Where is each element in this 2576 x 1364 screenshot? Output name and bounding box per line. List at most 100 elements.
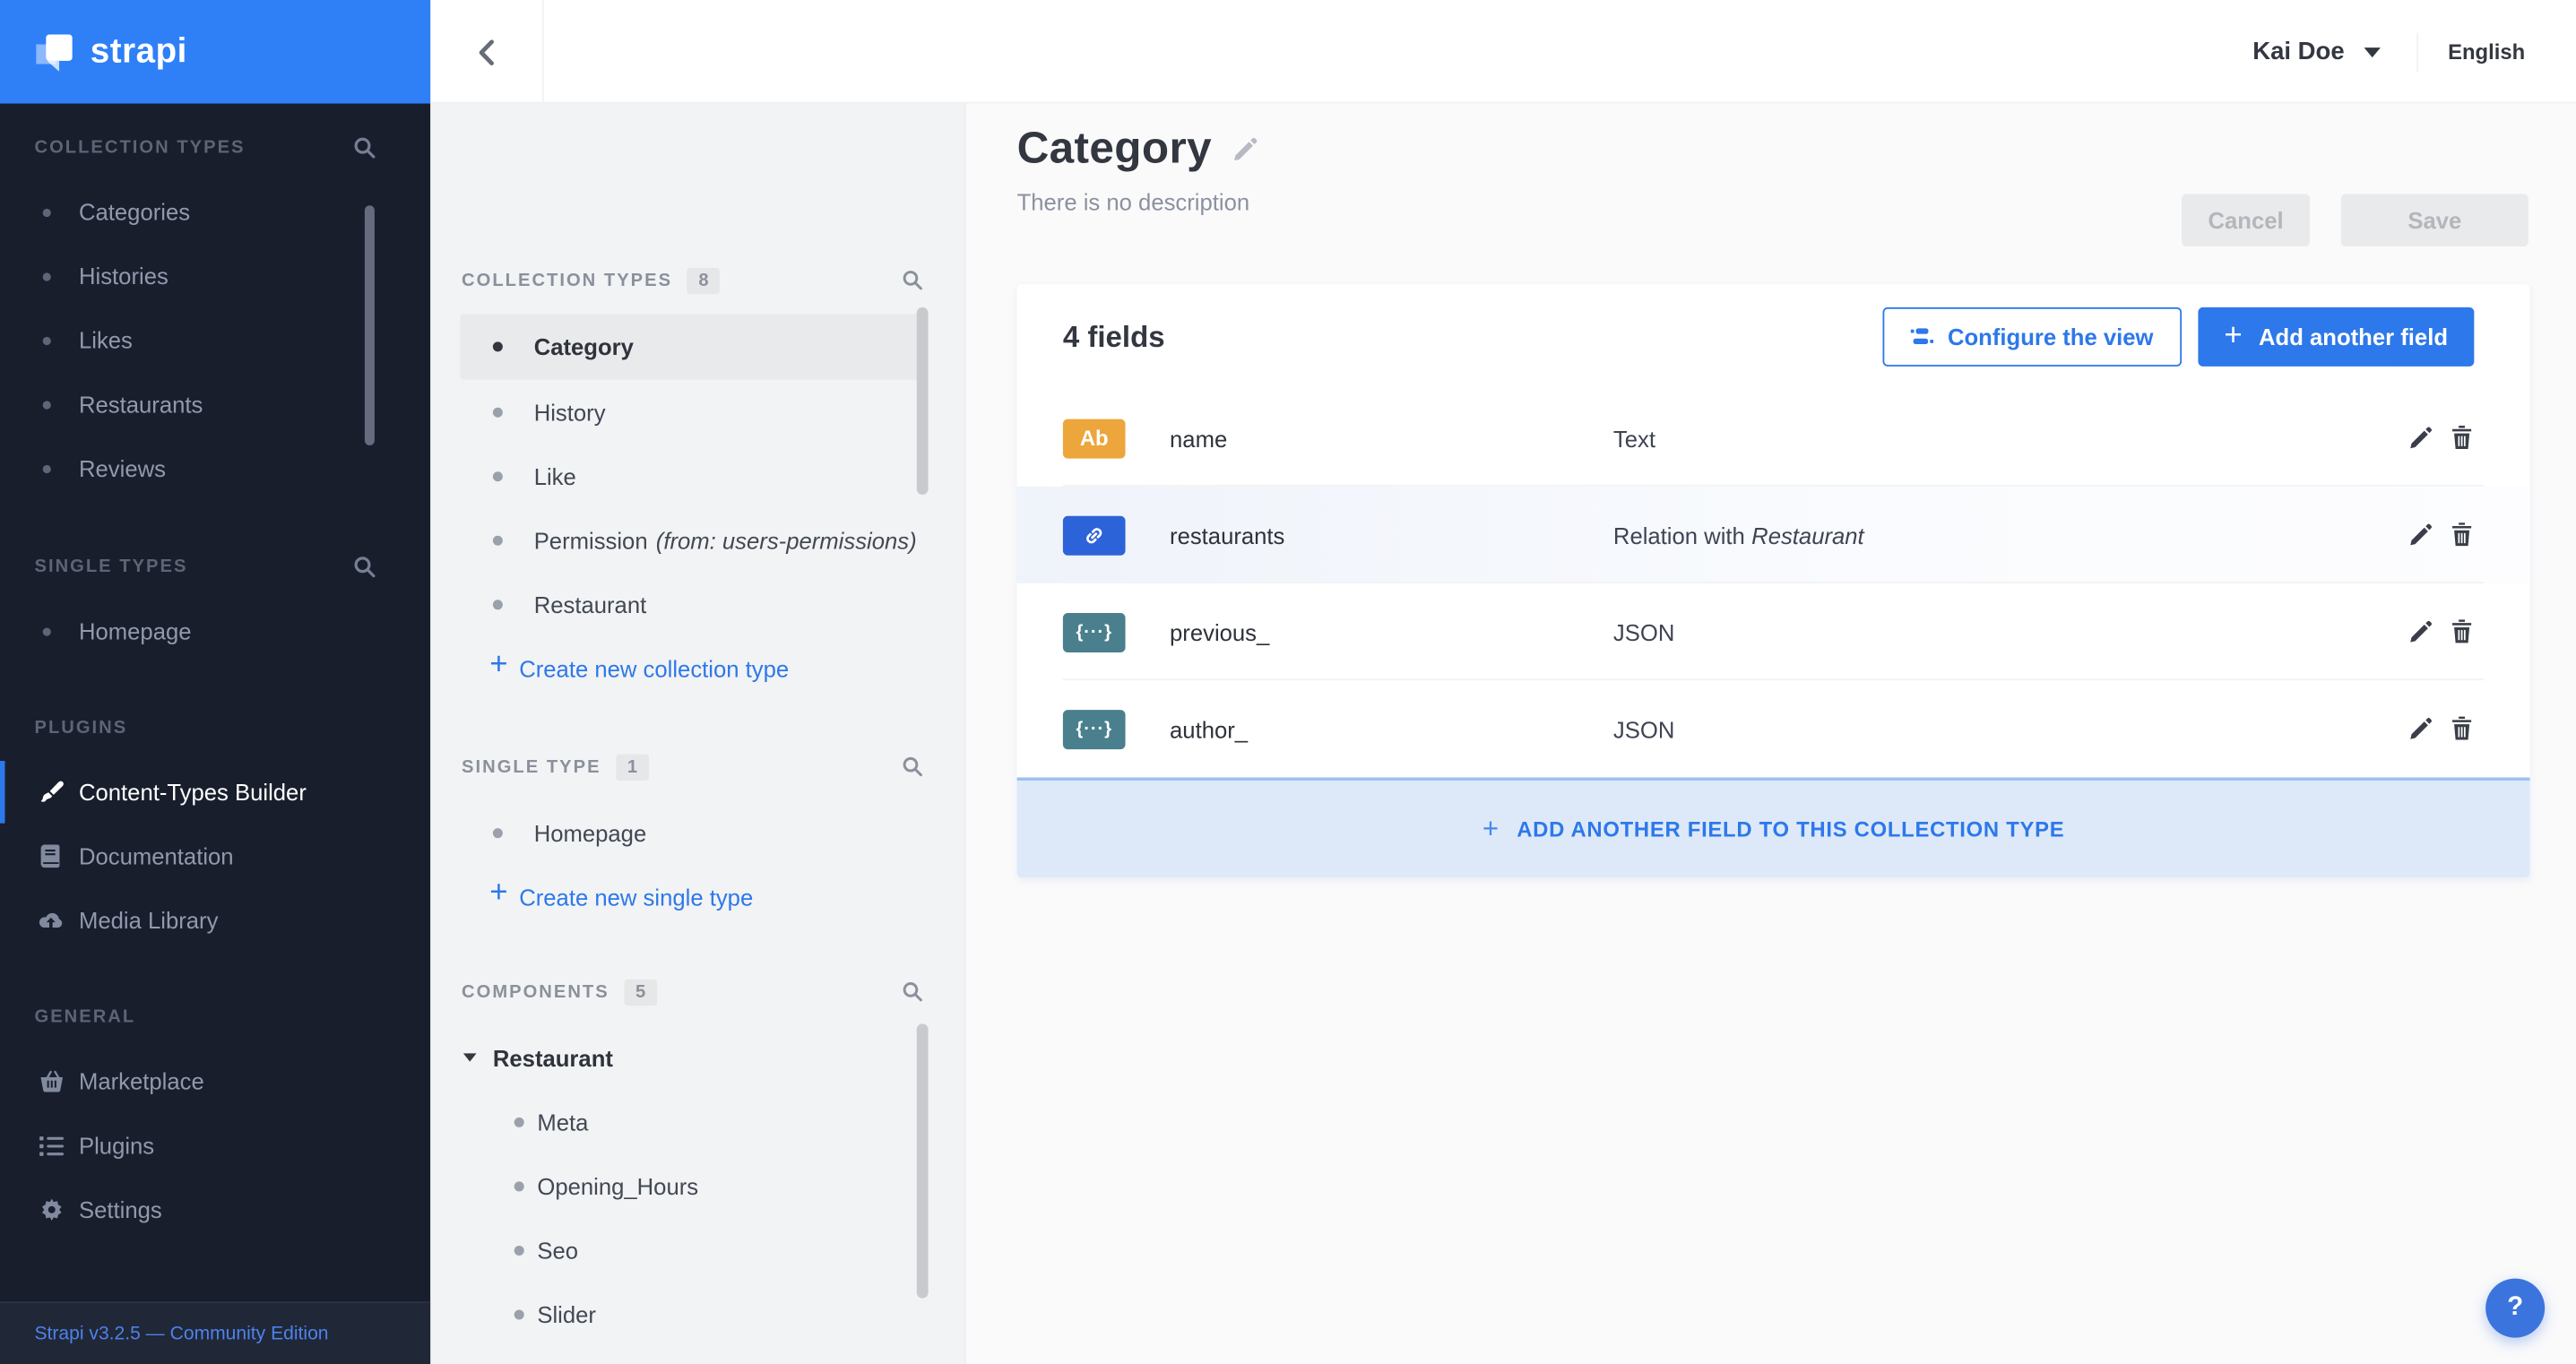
strapi-logo-word: strapi	[90, 31, 187, 70]
subnav-component-seo[interactable]: Seo	[430, 1218, 966, 1282]
edit-pencil-icon[interactable]	[2408, 619, 2433, 644]
create-single-type-link[interactable]: + Create new single type	[489, 876, 754, 911]
subnav-item-restaurant[interactable]: Restaurant	[430, 572, 966, 636]
sidebar-item-content-types-builder[interactable]: Content-Types Builder	[0, 761, 430, 824]
fields-table: Ab name Text restaurants Relation with Re…	[1016, 390, 2530, 778]
chevron-left-icon	[479, 39, 494, 65]
subnav-scrollbar[interactable]	[916, 1023, 929, 1299]
sidebar-scrollbar[interactable]	[364, 205, 375, 445]
subnav-component-meta[interactable]: Meta	[430, 1090, 966, 1154]
sidebar-item-restaurants[interactable]: Restaurants	[0, 373, 430, 436]
version-link[interactable]: Strapi v3.2.5 — Community Edition	[34, 1324, 329, 1344]
sidebar-item-histories[interactable]: Histories	[0, 245, 430, 307]
subnav-section-components: COMPONENTS 5	[430, 960, 966, 1024]
user-menu[interactable]: Kai Doe	[2252, 38, 2345, 66]
cancel-button[interactable]: Cancel	[2182, 194, 2311, 247]
sidebar-item-categories[interactable]: Categories	[0, 181, 430, 244]
sidebar-item-documentation[interactable]: Documentation	[0, 825, 430, 888]
subnav-component-restaurant[interactable]: Restaurant	[430, 1025, 966, 1090]
bullet-icon	[42, 335, 51, 345]
edit-pencil-icon[interactable]	[2408, 716, 2433, 741]
subnav-item-like[interactable]: Like	[430, 444, 966, 508]
bullet-icon	[514, 1245, 524, 1256]
strapi-logo[interactable]: strapi	[0, 0, 431, 104]
trash-icon[interactable]	[2450, 619, 2474, 644]
add-another-field-button[interactable]: + Add another field	[2197, 306, 2475, 367]
help-button[interactable]: ?	[2485, 1278, 2546, 1338]
section-plugins: PLUGINS	[34, 718, 128, 738]
configure-view-button[interactable]: Configure the view	[1881, 306, 2182, 367]
field-row-restaurants[interactable]: restaurants Relation with Restaurant	[1016, 486, 2530, 583]
subnav-scrollbar[interactable]	[916, 306, 929, 495]
question-mark-icon: ?	[2507, 1293, 2524, 1322]
paintbrush-icon	[38, 779, 64, 805]
bullet-icon	[42, 207, 51, 217]
subnav-section-single-type: SINGLE TYPE 1	[430, 735, 966, 799]
sidebar-item-marketplace[interactable]: Marketplace	[0, 1050, 430, 1113]
add-field-banner[interactable]: + ADD ANOTHER FIELD TO THIS COLLECTION T…	[1016, 777, 2530, 878]
header-actions: Cancel Save	[2182, 194, 2528, 247]
edit-title-pencil-icon[interactable]	[1232, 135, 1258, 161]
main-sidebar: strapi COLLECTION TYPES Categories Histo…	[0, 0, 431, 1364]
bullet-icon	[492, 341, 503, 352]
sidebar-item-plugins[interactable]: Plugins	[0, 1114, 430, 1177]
field-row-name[interactable]: Ab name Text	[1017, 390, 2530, 487]
bullet-icon	[42, 400, 51, 409]
sidebar-item-reviews[interactable]: Reviews	[0, 437, 430, 500]
section-single-types: SINGLE TYPES	[0, 536, 430, 599]
top-bar: Kai Doe English	[430, 0, 2576, 104]
fields-card: 4 fields Configure the view + Add anothe…	[1016, 284, 2530, 878]
subnav-item-category[interactable]: Category	[460, 314, 921, 380]
subnav-section-collection-types: COLLECTION TYPES 8	[430, 248, 966, 313]
cloud-upload-icon	[38, 907, 64, 933]
sidebar-item-likes[interactable]: Likes	[0, 309, 430, 372]
create-collection-type-link[interactable]: + Create new collection type	[489, 647, 790, 682]
create-component-link[interactable]: +Create new component	[430, 1346, 966, 1364]
json-field-icon: {···}	[1062, 612, 1126, 652]
subnav-item-homepage[interactable]: Homepage	[430, 800, 966, 865]
trash-icon[interactable]	[2450, 426, 2474, 451]
sidebar-item-homepage[interactable]: Homepage	[0, 600, 430, 662]
subnav-component-opening-hours[interactable]: Opening_Hours	[430, 1153, 966, 1218]
subnav-item-history[interactable]: History	[430, 380, 966, 445]
sidebar-item-settings[interactable]: Settings	[0, 1178, 430, 1241]
main-content: Category There is no description Cancel …	[965, 103, 2576, 1364]
trash-icon[interactable]	[2450, 522, 2474, 548]
bullet-icon	[514, 1308, 524, 1319]
back-button[interactable]	[430, 0, 544, 104]
search-icon[interactable]	[353, 136, 376, 160]
bullet-icon	[514, 1116, 524, 1127]
caret-down-icon[interactable]	[462, 1053, 477, 1062]
subnav-component-slider[interactable]: Slider	[430, 1282, 966, 1346]
trash-icon[interactable]	[2450, 716, 2474, 741]
count-badge: 8	[687, 266, 721, 294]
page-title: Category	[1016, 123, 1213, 173]
user-zone: Kai Doe English	[2252, 0, 2525, 104]
search-icon[interactable]	[353, 556, 376, 579]
text-field-icon: Ab	[1062, 418, 1126, 458]
page-description: There is no description	[1016, 188, 1250, 216]
edit-pencil-icon[interactable]	[2408, 522, 2433, 548]
save-button[interactable]: Save	[2340, 194, 2528, 247]
divider	[2416, 31, 2419, 72]
field-row-author[interactable]: {···} author_ JSON	[1017, 680, 2530, 777]
fields-count: 4 fields	[1062, 319, 1165, 353]
bullet-icon	[42, 626, 51, 635]
field-row-previous[interactable]: {···} previous_ JSON	[1017, 583, 2530, 681]
plus-icon: +	[489, 647, 508, 682]
search-icon[interactable]	[902, 981, 923, 1003]
chevron-down-icon[interactable]	[2364, 47, 2381, 57]
sidebar-item-media-library[interactable]: Media Library	[0, 889, 430, 952]
content-types-subnav: COLLECTION TYPES 8 Category History Like …	[430, 103, 966, 1364]
subnav-item-permission[interactable]: Permission (from: users-permissions)	[430, 508, 966, 573]
bullet-icon	[492, 470, 503, 481]
section-collection-types: COLLECTION TYPES	[0, 117, 430, 179]
bullet-icon	[492, 599, 503, 609]
search-icon[interactable]	[902, 756, 923, 778]
language-selector[interactable]: English	[2448, 39, 2526, 65]
search-icon[interactable]	[902, 270, 923, 291]
basket-icon	[38, 1068, 64, 1094]
edit-pencil-icon[interactable]	[2408, 426, 2433, 451]
plus-icon: +	[489, 1359, 507, 1364]
